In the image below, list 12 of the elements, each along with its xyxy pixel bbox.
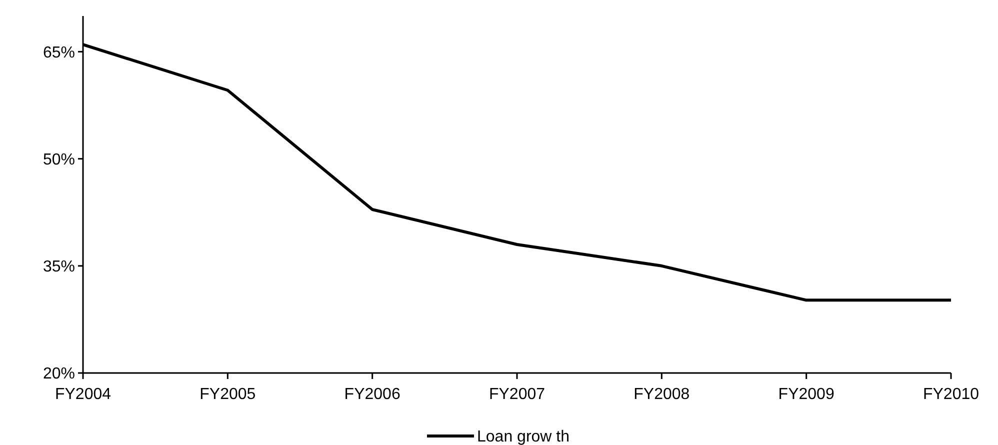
x-tick-label: FY2008: [634, 386, 690, 403]
x-tick-label: FY2006: [344, 386, 400, 403]
x-tick-label: FY2005: [200, 386, 256, 403]
x-tick-label: FY2007: [488, 386, 546, 403]
x-tick-label: FY2004: [54, 386, 112, 403]
x-tick-label: FY2009: [778, 386, 834, 403]
legend-label: Loan grow th: [477, 428, 570, 445]
y-tick-label: 35%: [42, 258, 75, 276]
x-tick-label: FY2010: [922, 386, 980, 403]
y-tick-label: 20%: [42, 366, 75, 383]
y-tick-label: 50%: [42, 151, 75, 168]
y-tick-label: 65%: [42, 44, 75, 62]
